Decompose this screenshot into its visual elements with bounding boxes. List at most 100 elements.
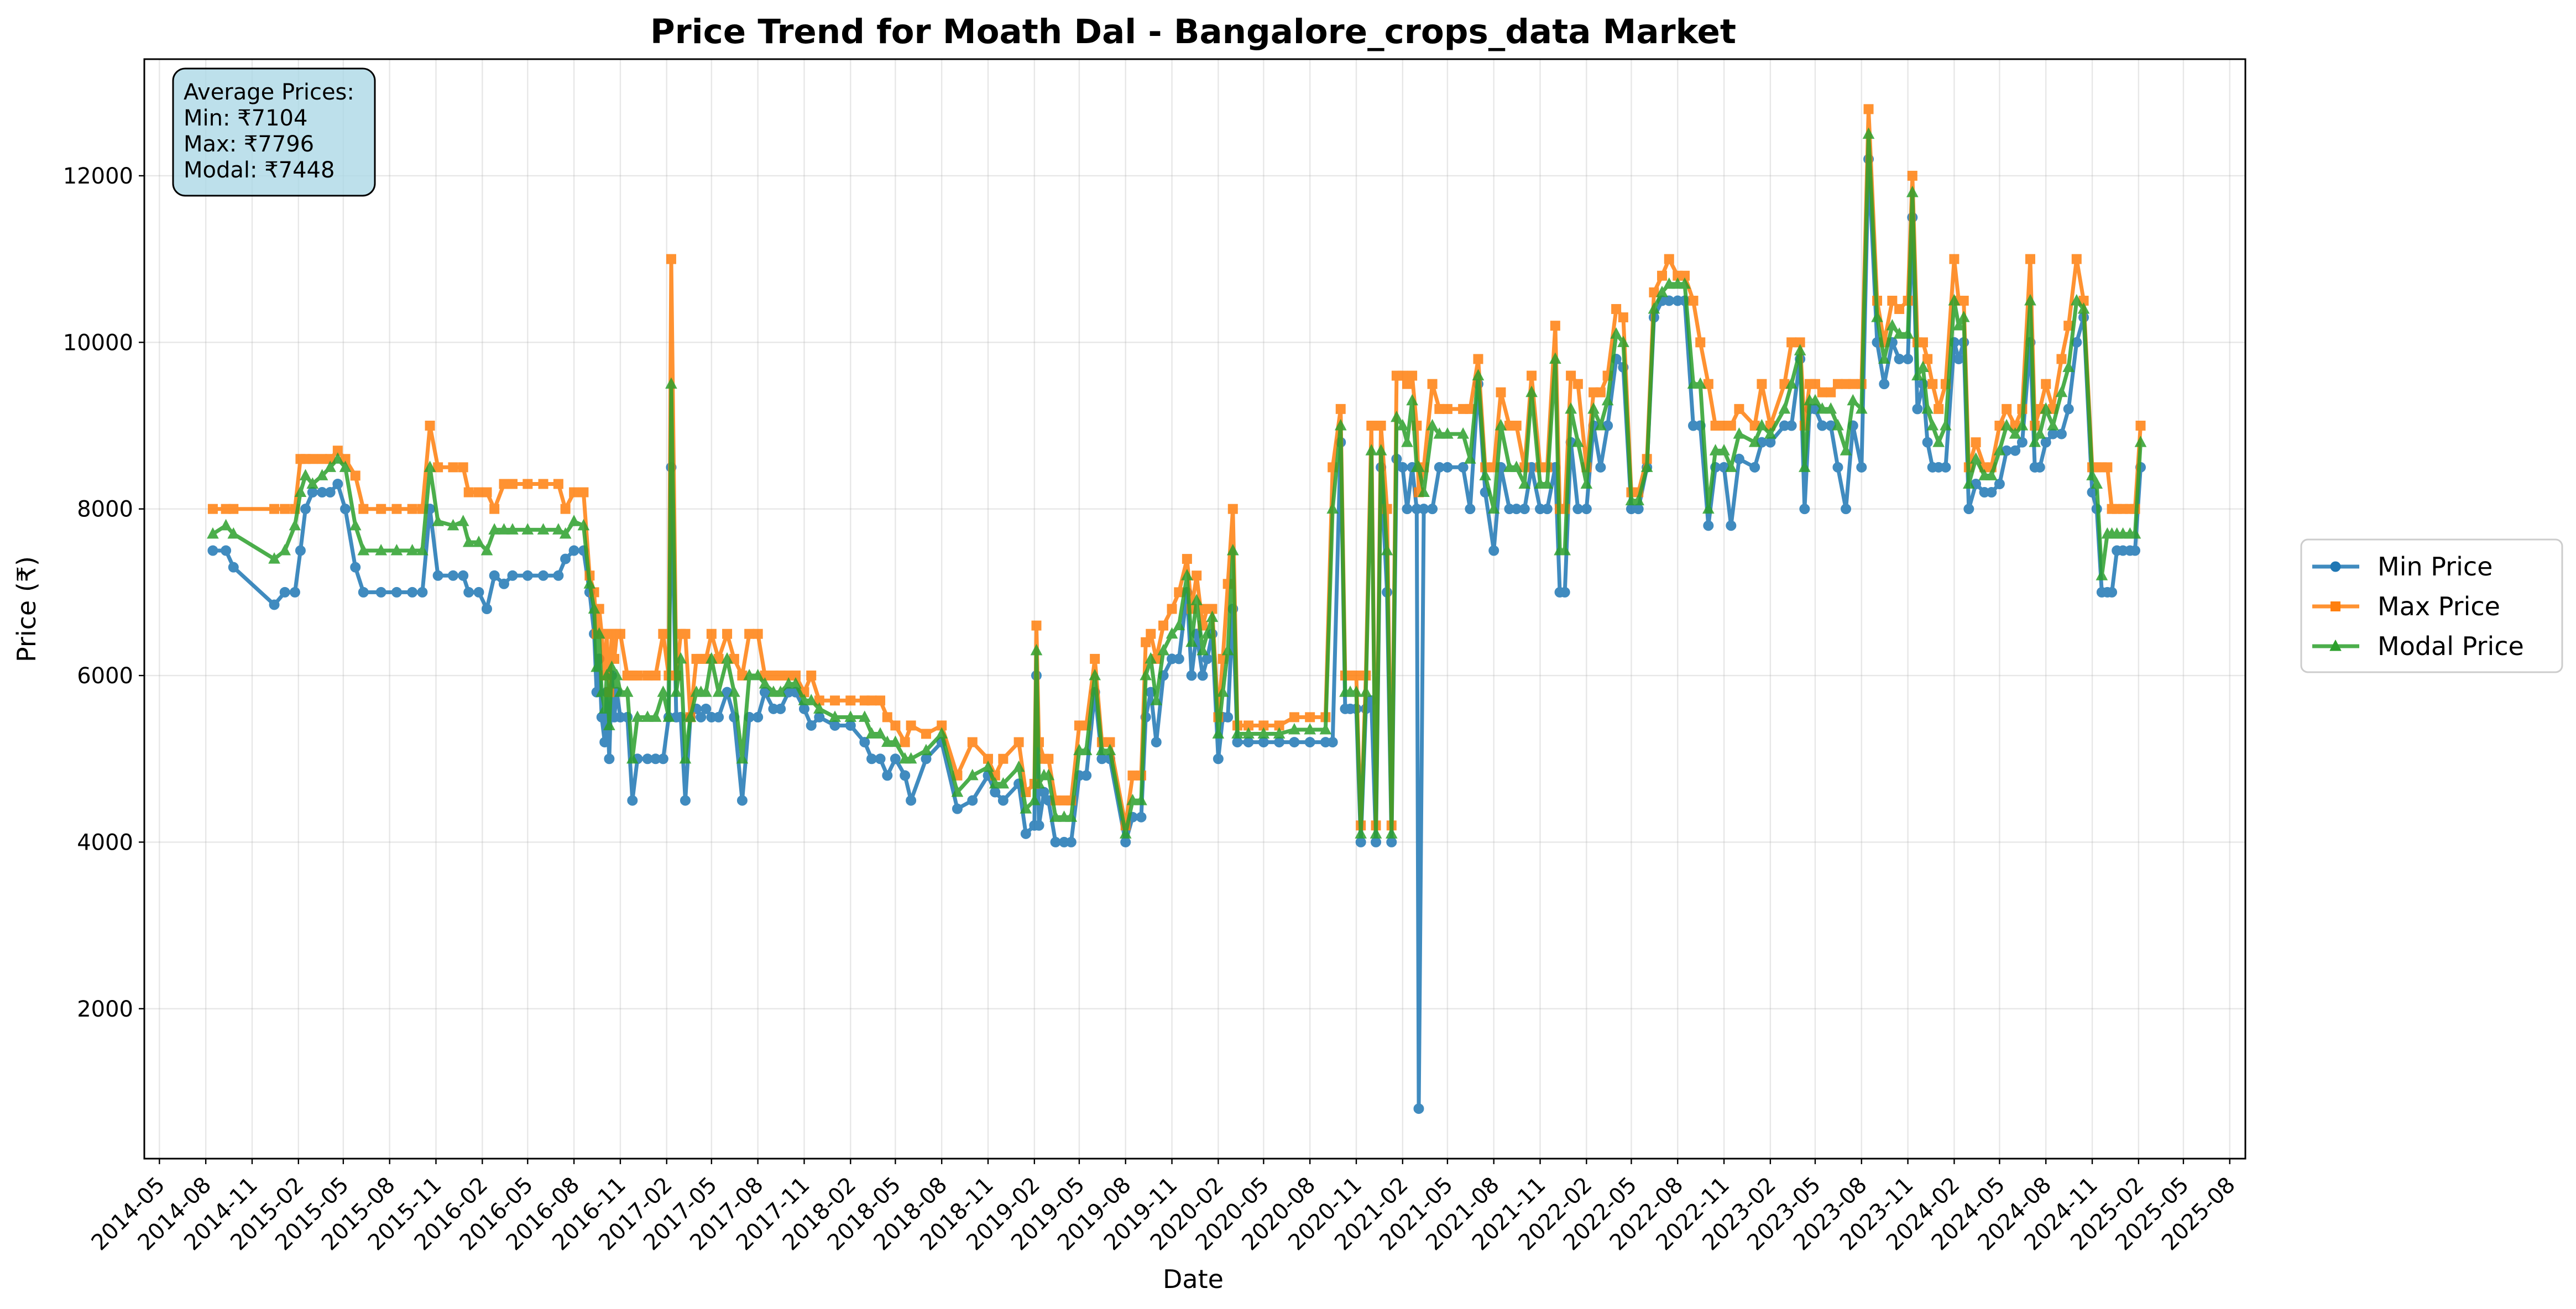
- data-point-min-price: [1304, 737, 1315, 748]
- data-point-modal-price: [1559, 543, 1571, 556]
- stats-box-title: Average Prices:: [184, 80, 354, 105]
- data-point-max-price: [998, 753, 1009, 764]
- data-point-modal-price: [603, 719, 615, 730]
- data-point-modal-price: [657, 685, 670, 697]
- data-point-modal-price: [568, 515, 580, 526]
- data-point-max-price: [280, 504, 290, 514]
- data-point-max-price: [1167, 604, 1177, 614]
- data-point-max-price: [1566, 370, 1576, 381]
- data-point-min-price: [1799, 504, 1810, 515]
- data-point-modal-price: [1656, 285, 1668, 297]
- data-point-modal-price: [2062, 360, 2075, 373]
- data-point-modal-price: [1963, 477, 1975, 489]
- data-point-max-price: [1550, 321, 1560, 331]
- data-point-max-price: [407, 504, 417, 514]
- data-point-max-price: [1934, 404, 1944, 414]
- data-point-modal-price: [2077, 302, 2090, 314]
- data-point-modal-price: [621, 685, 634, 697]
- data-point-modal-price: [997, 777, 1010, 789]
- data-point-modal-price: [598, 702, 611, 714]
- data-point-modal-price: [1221, 643, 1234, 656]
- data-point-modal-price: [1748, 436, 1761, 447]
- data-point-modal-price: [480, 543, 493, 556]
- data-point-max-price: [1887, 295, 1898, 306]
- data-point-min-price: [2129, 545, 2140, 556]
- data-point-modal-price: [2016, 418, 2029, 431]
- data-point-max-price: [463, 487, 474, 498]
- data-point-max-price: [1407, 370, 1418, 381]
- data-point-modal-price: [1709, 444, 1722, 455]
- data-point-min-price: [1355, 836, 1366, 847]
- data-point-modal-price: [1304, 722, 1316, 735]
- data-point-modal-price: [1231, 727, 1243, 739]
- data-point-modal-price: [1921, 402, 1934, 414]
- data-point-min-price: [1173, 653, 1184, 664]
- data-point-modal-price: [1190, 594, 1203, 605]
- data-point-modal-price: [1495, 418, 1507, 431]
- data-point-modal-price: [743, 668, 756, 680]
- data-point-min-price: [417, 587, 428, 598]
- data-point-modal-price: [1825, 402, 1837, 414]
- data-point-modal-price: [1610, 327, 1622, 339]
- data-point-modal-price: [595, 685, 608, 697]
- data-point-min-price: [845, 720, 856, 731]
- data-point-max-price: [1726, 421, 1736, 431]
- data-point-min-price: [890, 753, 901, 765]
- data-point-modal-price: [357, 543, 370, 556]
- data-point-min-price: [1120, 836, 1131, 847]
- data-point-modal-price: [1418, 485, 1430, 498]
- data-point-max-price: [1289, 712, 1299, 722]
- data-point-modal-price: [1319, 722, 1332, 735]
- data-point-max-price: [830, 695, 840, 706]
- data-point-max-price: [632, 671, 642, 681]
- data-point-max-price: [1958, 295, 1969, 306]
- data-point-modal-price: [1166, 627, 1178, 639]
- data-point-min-price: [1912, 404, 1923, 415]
- legend-frame: [2300, 538, 2563, 673]
- data-point-max-price: [269, 504, 280, 514]
- data-point-modal-price: [1457, 427, 1469, 439]
- y-tick-label: 2000: [77, 997, 133, 1022]
- data-point-min-price: [1442, 462, 1453, 473]
- data-point-max-price: [1496, 387, 1506, 397]
- data-point-max-price: [2041, 379, 2051, 389]
- data-point-max-price: [1305, 712, 1315, 722]
- data-point-max-price: [650, 671, 661, 681]
- data-point-min-price: [350, 562, 361, 573]
- data-point-modal-price: [1326, 502, 1339, 514]
- data-point-max-price: [553, 479, 563, 489]
- data-point-modal-price: [1725, 460, 1737, 472]
- data-point-modal-price: [324, 460, 337, 472]
- data-point-min-price: [596, 711, 607, 722]
- data-point-min-price: [447, 570, 458, 581]
- data-point-max-price: [1013, 737, 1024, 747]
- data-point-modal-price: [670, 685, 682, 697]
- data-point-modal-price: [1893, 327, 1905, 339]
- data-point-max-price: [875, 695, 886, 706]
- y-tick-label: 10000: [63, 330, 133, 355]
- data-point-modal-price: [1216, 685, 1229, 697]
- data-point-modal-price: [1565, 402, 1577, 414]
- data-point-modal-price: [1381, 543, 1393, 556]
- data-point-modal-price: [1993, 444, 2006, 455]
- data-point-min-price: [921, 753, 932, 765]
- data-point-modal-price: [679, 752, 692, 764]
- data-point-modal-price: [268, 552, 280, 564]
- data-point-modal-price: [1541, 477, 1554, 489]
- data-point-modal-price: [294, 485, 307, 498]
- data-point-modal-price: [2134, 436, 2147, 447]
- data-point-min-price: [657, 753, 668, 765]
- data-point-modal-price: [966, 768, 979, 781]
- data-point-modal-price: [1033, 777, 1045, 789]
- data-point-modal-price: [521, 523, 534, 535]
- data-point-modal-price: [1206, 610, 1219, 622]
- data-point-max-price: [1182, 554, 1192, 564]
- data-point-min-price: [599, 737, 610, 748]
- data-point-modal-price: [1718, 444, 1730, 455]
- data-point-max-price: [615, 629, 625, 639]
- data-point-min-price: [1457, 462, 1469, 473]
- data-point-min-price: [463, 587, 474, 598]
- data-point-min-price: [568, 545, 579, 556]
- data-point-min-price: [1765, 437, 1776, 448]
